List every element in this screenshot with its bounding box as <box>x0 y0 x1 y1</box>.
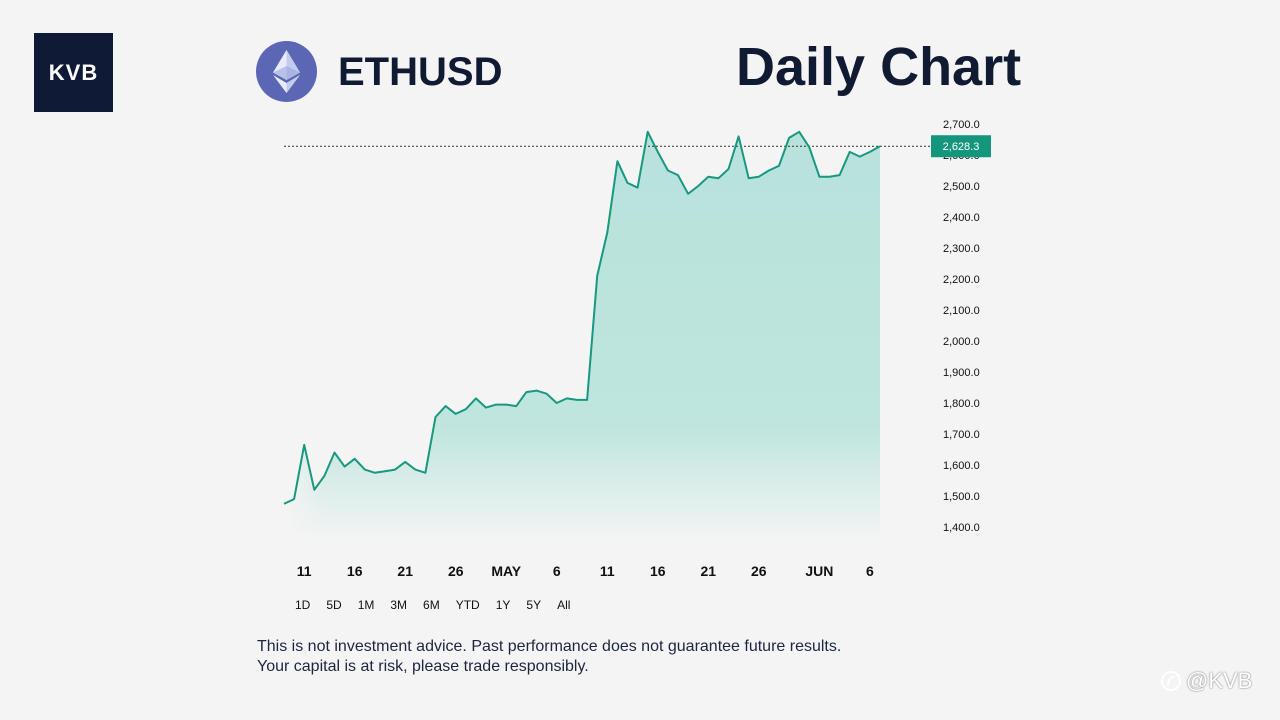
y-tick-label: 2,400.0 <box>943 212 980 224</box>
y-axis: 2,700.02,600.02,500.02,400.02,300.02,200… <box>943 119 980 534</box>
current-price-badge: 2,628.3 <box>931 135 991 158</box>
range-button-1d[interactable]: 1D <box>295 598 311 612</box>
range-button-1y[interactable]: 1Y <box>495 598 511 612</box>
chart-title: Daily Chart <box>736 37 1022 97</box>
x-tick-label: 21 <box>397 563 413 579</box>
handle-icon <box>1161 671 1181 691</box>
x-tick-label: 11 <box>600 563 615 579</box>
y-tick-label: 2,300.0 <box>943 243 980 255</box>
x-tick-label: 6 <box>553 563 561 579</box>
disclaimer-line-2: Your capital is at risk, please trade re… <box>257 658 589 675</box>
y-tick-label: 2,500.0 <box>943 181 980 193</box>
watermark: @KVB <box>1160 668 1252 694</box>
symbol-label: ETHUSD <box>338 50 503 94</box>
y-tick-label: 1,700.0 <box>943 429 980 441</box>
price-area <box>284 131 880 541</box>
y-tick-label: 2,200.0 <box>943 274 980 286</box>
y-tick-label: 1,900.0 <box>943 367 980 379</box>
y-tick-label: 2,100.0 <box>943 305 980 317</box>
y-tick-label: 2,000.0 <box>943 336 980 348</box>
x-tick-label: 6 <box>866 563 874 579</box>
x-tick-label: JUN <box>805 563 833 579</box>
kvb-logo: KVB <box>34 33 113 112</box>
range-selector: 1D 5D 1M 3M 6M YTD 1Y 5Y All <box>286 597 578 613</box>
x-tick-label: 16 <box>650 563 666 579</box>
disclaimer-line-1: This is not investment advice. Past perf… <box>257 638 842 655</box>
ethereum-icon <box>256 41 317 102</box>
x-tick-label: 26 <box>751 563 767 579</box>
x-axis: 11 16 21 26 MAY 6 11 16 21 26 JUN 6 <box>297 563 874 579</box>
current-price-label: 2,628.3 <box>943 141 980 153</box>
x-tick-label: 11 <box>297 563 312 579</box>
y-tick-label: 2,700.0 <box>943 119 980 131</box>
y-tick-label: 1,800.0 <box>943 398 980 410</box>
range-button-6m[interactable]: 6M <box>423 598 440 612</box>
x-tick-label: MAY <box>491 563 521 579</box>
y-tick-label: 1,400.0 <box>943 522 980 534</box>
x-tick-label: 26 <box>448 563 464 579</box>
y-tick-label: 1,600.0 <box>943 460 980 472</box>
price-line <box>283 130 881 505</box>
disclaimer: This is not investment advice. Past perf… <box>257 637 841 677</box>
watermark-text: @KVB <box>1186 668 1253 693</box>
range-button-5d[interactable]: 5D <box>326 598 342 612</box>
current-price-badge-bg <box>931 135 991 158</box>
range-button-1m[interactable]: 1M <box>357 598 375 612</box>
range-button-5y[interactable]: 5Y <box>526 598 542 612</box>
range-button-ytd[interactable]: YTD <box>455 598 480 612</box>
range-button-all[interactable]: All <box>557 598 571 612</box>
y-tick-label: 1,500.0 <box>943 491 980 503</box>
range-button-3m[interactable]: 3M <box>390 598 408 612</box>
x-tick-label: 16 <box>347 563 363 579</box>
x-tick-label: 21 <box>700 563 716 579</box>
